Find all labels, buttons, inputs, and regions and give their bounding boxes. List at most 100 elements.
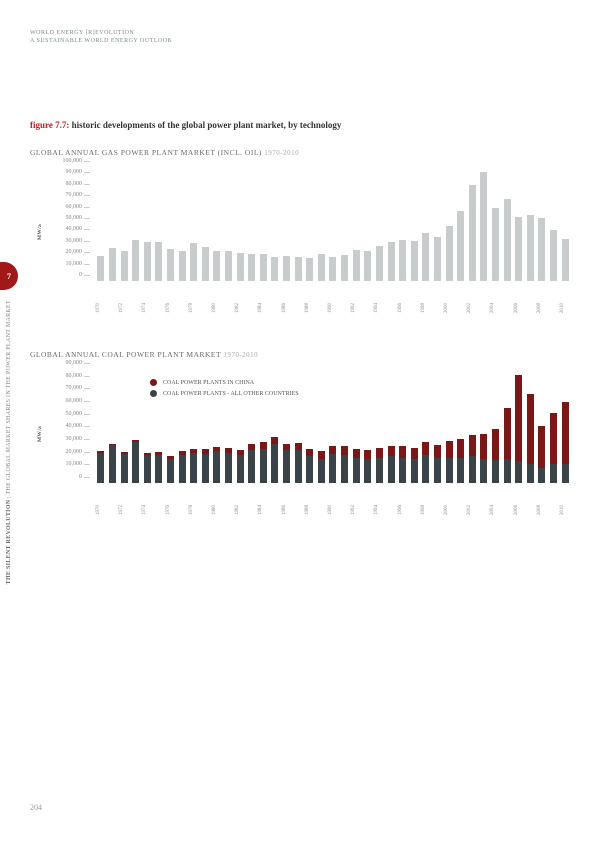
bar: [166, 369, 176, 483]
bar: [398, 369, 408, 483]
bar: [421, 167, 431, 281]
y-tick: 20,000: [50, 449, 82, 455]
gas-chart-plot: MW/a 19701972197419761978198019821984198…: [50, 167, 570, 297]
bar: [351, 167, 361, 281]
y-tick: 60,000: [50, 204, 82, 210]
y-tick: 90,000: [50, 169, 82, 175]
y-tick: 40,000: [50, 423, 82, 429]
y-tick: 0: [50, 272, 82, 278]
bar: [560, 369, 570, 483]
y-tick: 10,000: [50, 261, 82, 267]
bar: [491, 369, 501, 483]
bar: [189, 167, 199, 281]
bar: [247, 369, 257, 483]
figure-title: figure 7.7: historic developments of the…: [30, 120, 341, 130]
y-tick: 10,000: [50, 461, 82, 467]
bar: [514, 369, 524, 483]
y-tick: 90,000: [50, 360, 82, 366]
bar: [375, 369, 385, 483]
bar: [142, 369, 152, 483]
bar: [479, 369, 489, 483]
bar: [433, 167, 443, 281]
bar: [119, 369, 129, 483]
gas-chart-title: GLOBAL ANNUAL GAS POWER PLANT MARKET (IN…: [30, 148, 570, 157]
bar: [259, 369, 269, 483]
header-line1: WORLD ENERGY [R]EVOLUTION: [30, 30, 173, 36]
sidebar-subtitle: THE GLOBAL MARKET SHARES IN THE POWER PL…: [6, 300, 12, 494]
bar: [375, 167, 385, 281]
y-tick: 40,000: [50, 226, 82, 232]
bar: [491, 167, 501, 281]
bar: [421, 369, 431, 483]
bar: [189, 369, 199, 483]
bar: [200, 167, 210, 281]
bar: [433, 369, 443, 483]
y-tick: 70,000: [50, 192, 82, 198]
bar: [293, 167, 303, 281]
bar: [108, 167, 118, 281]
bar: [386, 369, 396, 483]
bar: [131, 167, 141, 281]
bar: [468, 167, 478, 281]
bar: [317, 167, 327, 281]
y-tick: 80,000: [50, 181, 82, 187]
bar: [282, 369, 292, 483]
bar: [235, 167, 245, 281]
bar: [96, 167, 106, 281]
bar: [549, 167, 559, 281]
bar: [235, 369, 245, 483]
coal-y-axis-label: MW/a: [37, 426, 43, 442]
y-tick: 30,000: [50, 238, 82, 244]
bar: [154, 167, 164, 281]
bar: [96, 369, 106, 483]
bar: [328, 167, 338, 281]
y-tick: 100,000: [50, 158, 82, 164]
bar: [247, 167, 257, 281]
coal-chart: GLOBAL ANNUAL COAL POWER PLANT MARKET 19…: [30, 350, 570, 499]
bar: [340, 369, 350, 483]
y-tick: 20,000: [50, 249, 82, 255]
bar: [177, 369, 187, 483]
bar: [444, 167, 454, 281]
bar: [200, 369, 210, 483]
bar: [270, 167, 280, 281]
bar: [119, 167, 129, 281]
bar: [131, 369, 141, 483]
bar: [537, 167, 547, 281]
bar: [386, 167, 396, 281]
bar: [549, 369, 559, 483]
bar: [305, 369, 315, 483]
bar: [468, 369, 478, 483]
bar: [282, 167, 292, 281]
bar: [212, 369, 222, 483]
header-line2: A SUSTAINABLE WORLD ENERGY OUTLOOK: [30, 38, 173, 44]
bar: [363, 369, 373, 483]
coal-bars: [96, 369, 570, 483]
bar: [108, 369, 118, 483]
y-tick: 50,000: [50, 215, 82, 221]
bar: [270, 369, 280, 483]
figure-number: figure 7.7:: [30, 120, 69, 130]
page-header: WORLD ENERGY [R]EVOLUTION A SUSTAINABLE …: [30, 30, 173, 44]
y-tick: 50,000: [50, 411, 82, 417]
bar: [293, 369, 303, 483]
bar: [514, 167, 524, 281]
y-tick: 60,000: [50, 398, 82, 404]
chapter-number: 7: [7, 272, 11, 281]
coal-x-labels: 1970197219741976197819801982198419861988…: [96, 497, 570, 507]
bar: [502, 167, 512, 281]
sidebar-text: the silent revolution | THE GLOBAL MARKE…: [6, 300, 12, 584]
gas-chart: GLOBAL ANNUAL GAS POWER PLANT MARKET (IN…: [30, 148, 570, 297]
bar: [456, 369, 466, 483]
bar: [177, 167, 187, 281]
coal-chart-plot: MW/a COAL POWER PLANTS IN CHINACOAL POWE…: [50, 369, 570, 499]
bar: [444, 369, 454, 483]
bar: [224, 369, 234, 483]
coal-chart-title: GLOBAL ANNUAL COAL POWER PLANT MARKET 19…: [30, 350, 570, 359]
bar: [166, 167, 176, 281]
bar: [560, 167, 570, 281]
bar: [328, 369, 338, 483]
y-tick: 0: [50, 474, 82, 480]
chapter-tab: 7: [0, 262, 18, 290]
gas-x-labels: 1970197219741976197819801982198419861988…: [96, 295, 570, 305]
